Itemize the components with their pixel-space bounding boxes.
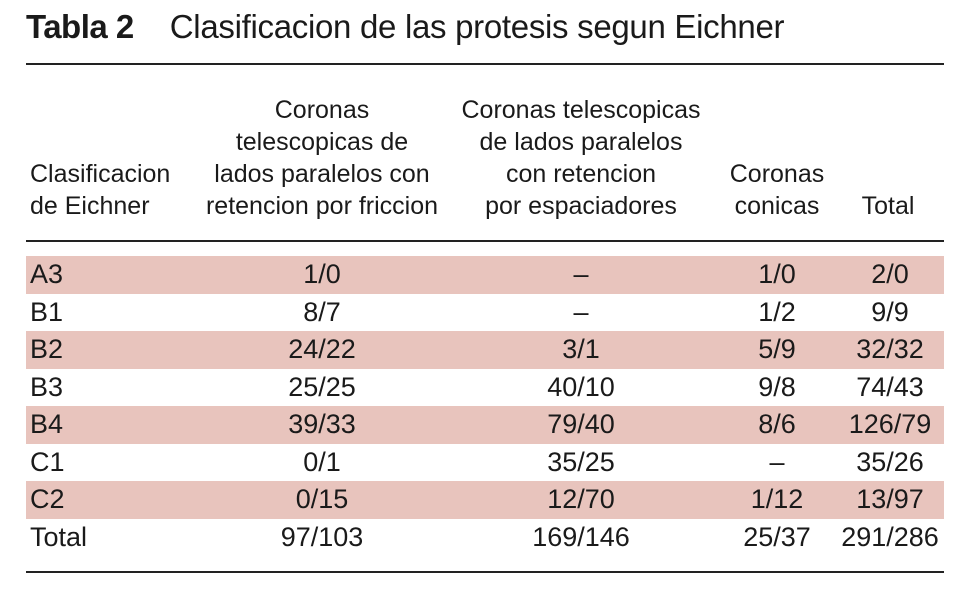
cell-total: 32/32 — [856, 334, 924, 364]
table-row: C1 0/1 35/25 – 35/26 — [26, 444, 944, 482]
cell-conicas: 8/6 — [758, 409, 796, 439]
cell-friccion: 39/33 — [288, 409, 356, 439]
table-row: B1 8/7 – 1/2 9/9 — [26, 294, 944, 332]
cell-espaciadores: 35/25 — [547, 446, 615, 477]
table-row: B2 24/22 3/1 5/9 32/32 — [26, 331, 944, 369]
bottom-rule — [26, 571, 944, 573]
table-row-total: Total 97/103 169/146 25/37 291/286 — [26, 519, 944, 557]
cell-espaciadores: 169/146 — [532, 521, 630, 552]
row-label: B3 — [30, 371, 64, 402]
cell-conicas: 1/2 — [758, 296, 796, 327]
cell-espaciadores: – — [573, 259, 589, 289]
cell-conicas: – — [769, 446, 785, 477]
row-label: B4 — [30, 409, 64, 439]
header-total: Total — [861, 192, 915, 220]
table-row: A3 1/0 – 1/0 2/0 — [26, 256, 944, 294]
cell-total: 35/26 — [856, 446, 924, 477]
cell-espaciadores: – — [573, 296, 589, 327]
row-label: B2 — [30, 334, 64, 364]
row-label: B1 — [30, 296, 64, 327]
row-label: C1 — [30, 446, 65, 477]
cell-friccion: 25/25 — [288, 371, 356, 402]
header-espaciadores: Coronas telescopicas de lados paralelos … — [461, 96, 701, 220]
row-label: C2 — [30, 484, 65, 514]
cell-conicas: 5/9 — [758, 334, 796, 364]
cell-espaciadores: 79/40 — [547, 409, 615, 439]
header-clasificacion: Clasificacion de Eichner — [30, 160, 171, 220]
cell-conicas: 1/12 — [750, 484, 804, 514]
cell-friccion: 8/7 — [303, 296, 341, 327]
cell-conicas: 9/8 — [758, 371, 796, 402]
table-row: C2 0/15 12/70 1/12 13/97 — [26, 481, 944, 519]
cell-total: 2/0 — [871, 259, 909, 289]
cell-conicas: 25/37 — [743, 521, 811, 552]
cell-espaciadores: 3/1 — [562, 334, 600, 364]
cell-friccion: 97/103 — [280, 521, 364, 552]
cell-total: 9/9 — [871, 296, 909, 327]
table-row: B3 25/25 40/10 9/8 74/43 — [26, 369, 944, 407]
cell-conicas: 1/0 — [758, 259, 796, 289]
cell-espaciadores: 12/70 — [547, 484, 615, 514]
table-number: Tabla 2 — [26, 8, 134, 45]
table-row: B4 39/33 79/40 8/6 126/79 — [26, 406, 944, 444]
table-body: A3 1/0 – 1/0 2/0 B1 8/7 – 1/2 9/9 B2 24/… — [26, 256, 944, 556]
row-label: Total — [30, 521, 88, 552]
table-header: Clasificacion de Eichner Coronas telesco… — [26, 86, 944, 222]
cell-espaciadores: 40/10 — [547, 371, 615, 402]
cell-total: 126/79 — [848, 409, 932, 439]
table-title: Tabla 2 Clasificacion de las protesis se… — [26, 8, 785, 52]
row-label: A3 — [30, 259, 64, 289]
cell-total: 13/97 — [856, 484, 924, 514]
header-conicas: Coronas conicas — [729, 160, 825, 220]
cell-friccion: 1/0 — [303, 259, 341, 289]
cell-friccion: 0/1 — [303, 446, 341, 477]
header-friccion: Coronas telescopicas de lados paralelos … — [205, 96, 439, 220]
cell-friccion: 24/22 — [288, 334, 356, 364]
cell-total: 74/43 — [856, 371, 924, 402]
table-caption: Clasificacion de las protesis segun Eich… — [169, 8, 785, 45]
cell-friccion: 0/15 — [295, 484, 349, 514]
top-rule — [26, 63, 944, 65]
cell-total: 291/286 — [841, 521, 939, 552]
header-rule — [26, 240, 944, 242]
